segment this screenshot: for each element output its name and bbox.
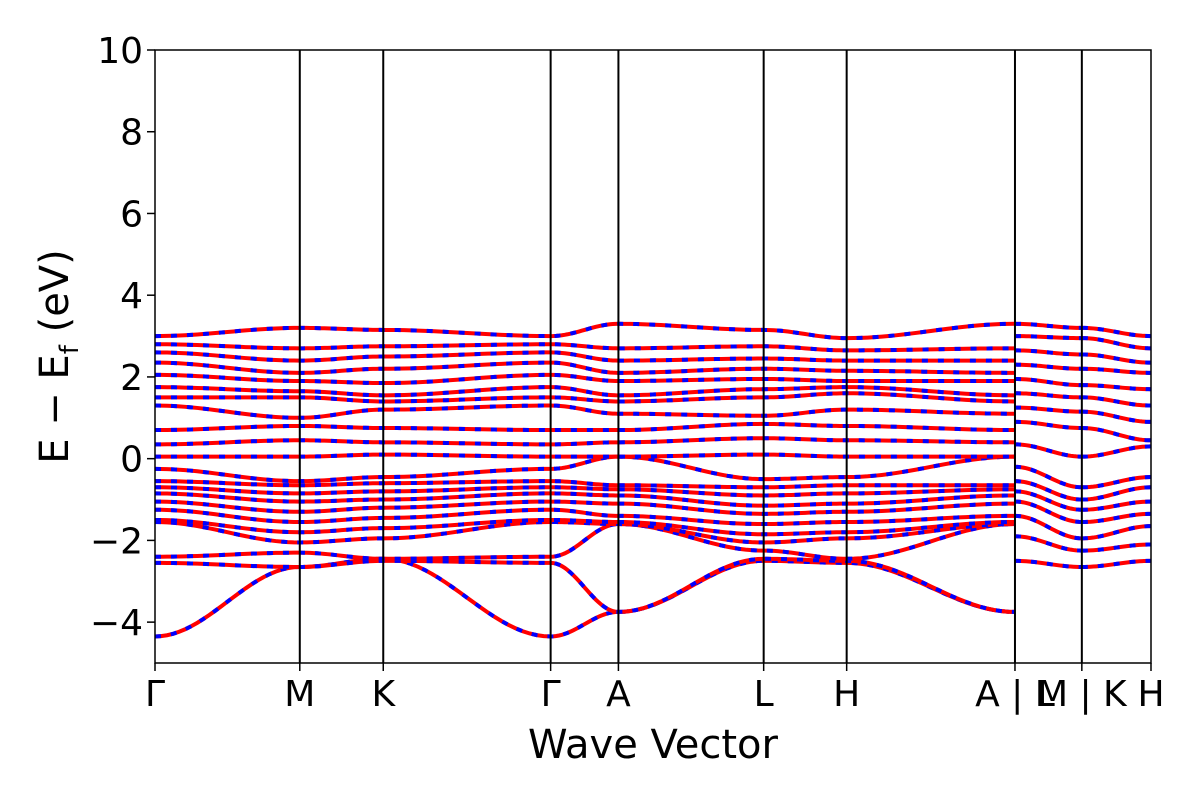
band-line-spin-down (1081, 511, 1152, 525)
band-line-spin-down (1014, 376, 1082, 388)
y-axis-label-unit: (eV) (32, 249, 78, 345)
band-line-spin-down (1081, 542, 1152, 553)
band-line-spin-up (154, 485, 1015, 498)
band-line-spin-down (154, 556, 1016, 614)
y-tick-label: 10 (97, 31, 143, 72)
band-line-spin-down (1014, 479, 1082, 502)
band-line-spin-down (1081, 325, 1152, 339)
band-line-spin-up (154, 421, 1015, 433)
band-line-spin-up (154, 360, 1015, 375)
band-line-spin-up (154, 342, 1015, 353)
band-line-spin-up (154, 385, 1015, 398)
band-line-spin-up (154, 403, 1015, 420)
band-line-spin-down (1081, 352, 1152, 365)
y-axis-label-main: E − E (32, 354, 78, 464)
x-tick-label: Γ (541, 674, 561, 715)
x-tick-label: L (754, 674, 774, 715)
y-axis-label: E − Ef (eV) (32, 249, 85, 464)
band-line-spin-down (1014, 513, 1082, 541)
band-line-spin-up (154, 517, 1015, 537)
x-axis-label: Wave Vector (528, 722, 779, 768)
band-line-spin-down (155, 452, 1015, 459)
band-line-spin-down (1081, 426, 1152, 443)
band-line-spin-up (154, 479, 1015, 490)
band-line-spin-up (154, 491, 1015, 508)
band-line-spin-down (1014, 464, 1082, 490)
y-tick-label: 6 (120, 194, 143, 235)
y-tick-label: 2 (120, 358, 143, 399)
band-line-spin-down (1014, 391, 1082, 400)
band-line-spin-down (1081, 444, 1152, 459)
band-line-spin-down (1081, 475, 1152, 490)
band-line-spin-down (154, 454, 1015, 484)
y-tick-label: −4 (90, 603, 143, 644)
high-symmetry-lines (298, 50, 1083, 663)
band-line-spin-down (1081, 336, 1152, 351)
band-line-spin-down (1014, 321, 1082, 330)
x-tick-label: K (371, 674, 396, 715)
x-tick-label: A | L (975, 674, 1055, 715)
x-tick-label: H (833, 674, 860, 715)
plot-frame (154, 49, 1152, 664)
band-line-spin-down (1081, 395, 1152, 408)
band-line-spin-up (154, 499, 1015, 516)
band-line-spin-down (1081, 409, 1152, 424)
band-line-spin-down (1014, 419, 1082, 431)
band-line-spin-down (1014, 405, 1082, 414)
band-line-spin-down (1014, 334, 1082, 341)
band-line-spin-up (154, 321, 1015, 341)
band-line-spin-up (154, 372, 1015, 386)
band-line-spin-down (1014, 442, 1082, 459)
band-line-spin-down (1014, 489, 1082, 512)
y-axis-label-subscript: f (55, 344, 85, 354)
band-line-spin-down (1014, 362, 1082, 371)
y-tick-label: 0 (120, 440, 143, 481)
y-tick-label: 4 (120, 276, 143, 317)
band-line-spin-down (1081, 558, 1152, 569)
band-line-spin-up (154, 507, 1015, 527)
x-tick-label: A (606, 674, 631, 715)
band-line-spin-down (1081, 383, 1152, 392)
x-tick-label: Γ (145, 674, 165, 715)
band-line-spin-down (1081, 524, 1152, 541)
band-line-spin-down (1014, 534, 1082, 553)
y-tick-label: 8 (120, 113, 143, 154)
band-line-spin-down (1081, 485, 1152, 502)
band-lines (154, 321, 1152, 639)
band-line-spin-down (1081, 366, 1152, 375)
band-line-spin-down (154, 520, 1015, 545)
x-tick-label: H (1137, 674, 1164, 715)
band-line-spin-up (154, 436, 1015, 447)
band-line-spin-up (155, 391, 1015, 404)
y-axis-ticks: −4 −2 0 2 4 6 8 10 (90, 31, 155, 644)
band-line-spin-down (1014, 348, 1082, 357)
x-tick-label: M | K (1037, 674, 1128, 715)
band-line-spin-down (1014, 558, 1082, 569)
x-tick-label: M (284, 674, 315, 715)
band-line-spin-down (154, 522, 1016, 561)
band-line-spin-down (1081, 499, 1152, 512)
band-line-spin-up (154, 350, 1015, 363)
band-line-spin-up (154, 454, 1015, 484)
band-line-spin-down (1014, 499, 1082, 525)
y-tick-label: −2 (90, 521, 143, 562)
